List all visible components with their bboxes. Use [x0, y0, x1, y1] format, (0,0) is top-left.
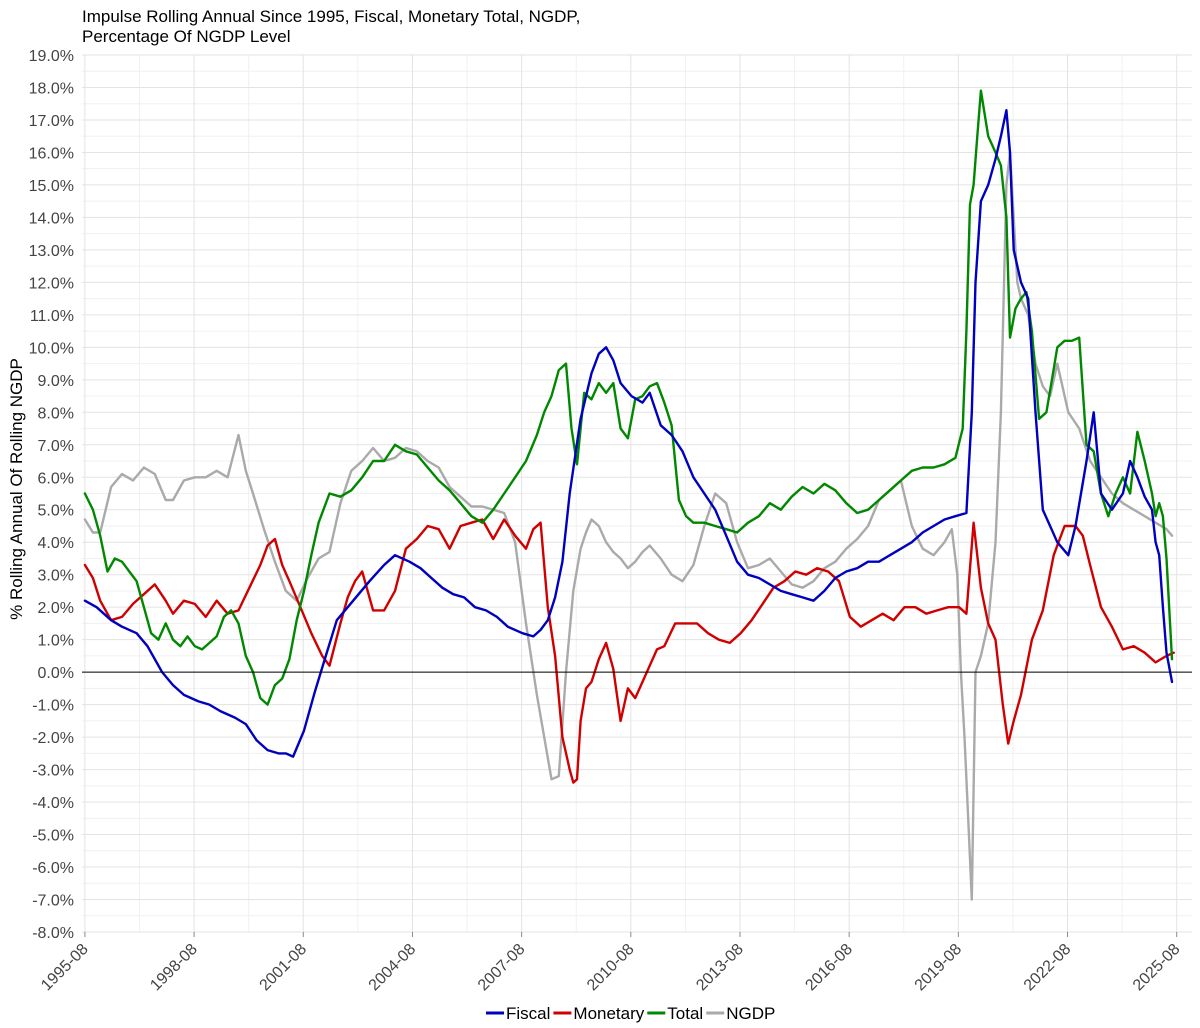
series-line-ngdp: [83, 151, 1174, 901]
chart-title: Impulse Rolling Annual Since 1995, Fisca…: [82, 7, 580, 26]
y-tick-label: 16.0%: [29, 145, 74, 162]
legend-label-total: Total: [667, 1004, 703, 1023]
y-tick-label: -5.0%: [32, 828, 74, 845]
y-tick-label: -8.0%: [32, 925, 74, 942]
y-tick-label: 10.0%: [29, 340, 74, 357]
y-tick-label: 5.0%: [38, 503, 74, 520]
y-tick-label: 14.0%: [29, 210, 74, 227]
y-tick-label: 17.0%: [29, 113, 74, 130]
y-tick-label: 0.0%: [38, 665, 74, 682]
y-tick-label: 11.0%: [30, 308, 74, 325]
y-tick-label: 15.0%: [29, 178, 74, 195]
y-tick-label: 19.0%: [29, 48, 74, 65]
legend-label-ngdp: NGDP: [726, 1004, 775, 1023]
y-tick-label: -1.0%: [32, 698, 74, 715]
y-tick-label: 3.0%: [38, 568, 74, 585]
legend-label-fiscal: Fiscal: [506, 1004, 550, 1023]
y-tick-label: -2.0%: [32, 730, 74, 747]
chart-subtitle: Percentage Of NGDP Level: [82, 27, 291, 46]
series-line-fiscal: [83, 108, 1174, 758]
legend-label-monetary: Monetary: [573, 1004, 644, 1023]
y-tick-label: 7.0%: [38, 438, 74, 455]
y-tick-label: -4.0%: [32, 795, 74, 812]
y-tick-label: 2.0%: [38, 600, 74, 617]
y-axis-ticks: -8.0% -7.0% -6.0% -5.0% -4.0% -3.0% -2.0% -1.0%…: [29, 48, 74, 942]
y-tick-label: 8.0%: [38, 405, 74, 422]
y-tick-label: -6.0%: [32, 860, 74, 877]
y-tick-label: 6.0%: [38, 470, 74, 487]
y-tick-label: 18.0%: [29, 80, 74, 97]
y-tick-label: 4.0%: [38, 535, 74, 552]
legend: Fiscal Monetary Total NGDP: [486, 1004, 775, 1023]
y-tick-label: 13.0%: [29, 243, 74, 260]
major-gridlines: [82, 54, 1192, 933]
y-axis-label: % Rolling Annual Of Rolling NGDP: [7, 358, 26, 620]
y-tick-label: -7.0%: [32, 893, 74, 910]
y-tick-label: -3.0%: [32, 763, 74, 780]
series-lines: [83, 89, 1176, 901]
y-tick-label: 12.0%: [29, 275, 74, 292]
y-tick-label: 1.0%: [38, 633, 74, 650]
series-line-monetary: [83, 518, 1176, 784]
y-tick-label: 9.0%: [38, 373, 74, 390]
